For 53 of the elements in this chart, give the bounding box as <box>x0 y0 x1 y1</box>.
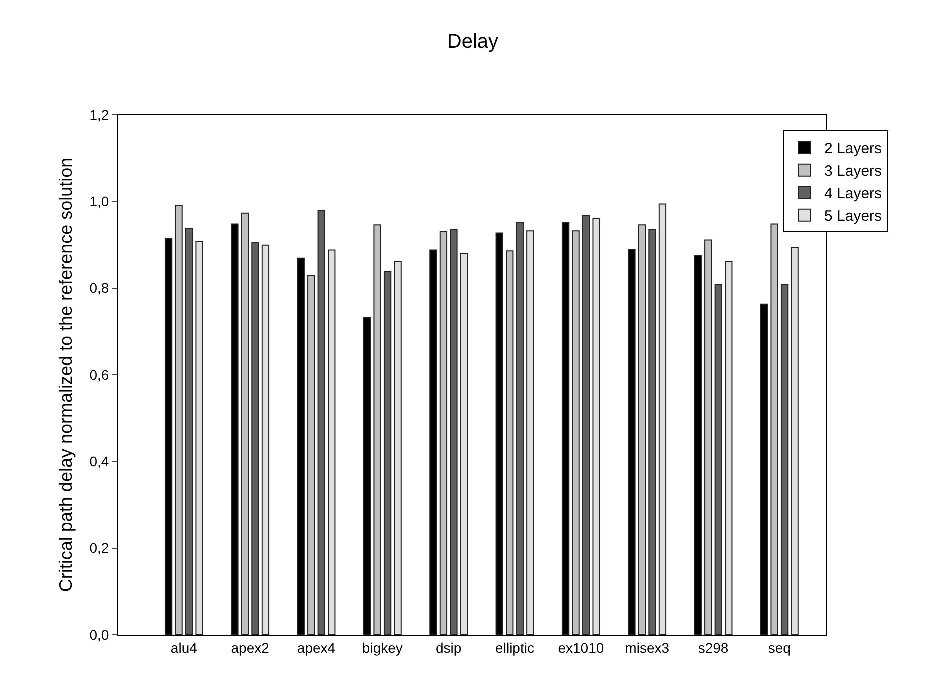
bar <box>252 242 260 635</box>
x-tick-label: misex3 <box>625 640 670 656</box>
bar <box>185 228 194 635</box>
bar <box>196 241 204 635</box>
x-tick-label: apex4 <box>297 640 336 656</box>
bar <box>592 218 600 635</box>
bar <box>516 222 524 635</box>
legend-label: 3 Layers <box>824 163 882 180</box>
bar <box>440 232 448 635</box>
bar <box>770 224 778 635</box>
bar <box>374 224 382 635</box>
bar <box>648 229 656 635</box>
bar <box>394 260 402 635</box>
x-tick-label: s298 <box>698 640 729 656</box>
y-tick-label: 0,6 <box>90 366 110 383</box>
x-tick-label: ex1010 <box>558 640 604 656</box>
legend-label: 4 Layers <box>824 186 882 203</box>
y-tick-label: 0,2 <box>90 540 110 556</box>
y-axis-title: Critical path delay normalized to the reference solution <box>56 158 76 592</box>
chart-title: Delay <box>447 30 499 53</box>
x-tick-label: dsip <box>436 640 462 656</box>
legend-label: 5 Layers <box>824 208 882 226</box>
x-tick-label: apex2 <box>231 640 270 656</box>
bar <box>725 260 733 635</box>
bar <box>460 253 468 635</box>
bar <box>582 215 590 635</box>
bar <box>658 204 667 635</box>
x-tick-label: bigkey <box>362 640 403 656</box>
bar <box>704 240 712 635</box>
x-tick-label: elliptic <box>496 640 534 656</box>
bar <box>241 212 250 635</box>
bar <box>791 247 799 635</box>
x-tick-label: alu4 <box>170 640 198 656</box>
bar <box>384 271 392 635</box>
bar <box>262 244 270 635</box>
x-tick-label: seq <box>768 640 791 656</box>
bar <box>318 210 326 635</box>
y-tick-label: 0,8 <box>90 280 110 296</box>
y-tick-label: 1,2 <box>90 106 110 123</box>
y-tick-label: 0,0 <box>90 626 110 643</box>
y-tick-label: 0,4 <box>90 454 110 470</box>
bar <box>526 230 534 635</box>
bar <box>780 284 789 635</box>
y-tick-label: 1,0 <box>90 194 110 210</box>
bar <box>175 205 183 635</box>
bar <box>572 230 580 635</box>
bar <box>328 250 336 635</box>
bar <box>714 284 722 635</box>
bar <box>506 250 514 635</box>
legend-label: 2 Layers <box>824 140 882 158</box>
bar <box>308 275 316 635</box>
bar <box>450 229 458 635</box>
bar <box>638 224 646 635</box>
